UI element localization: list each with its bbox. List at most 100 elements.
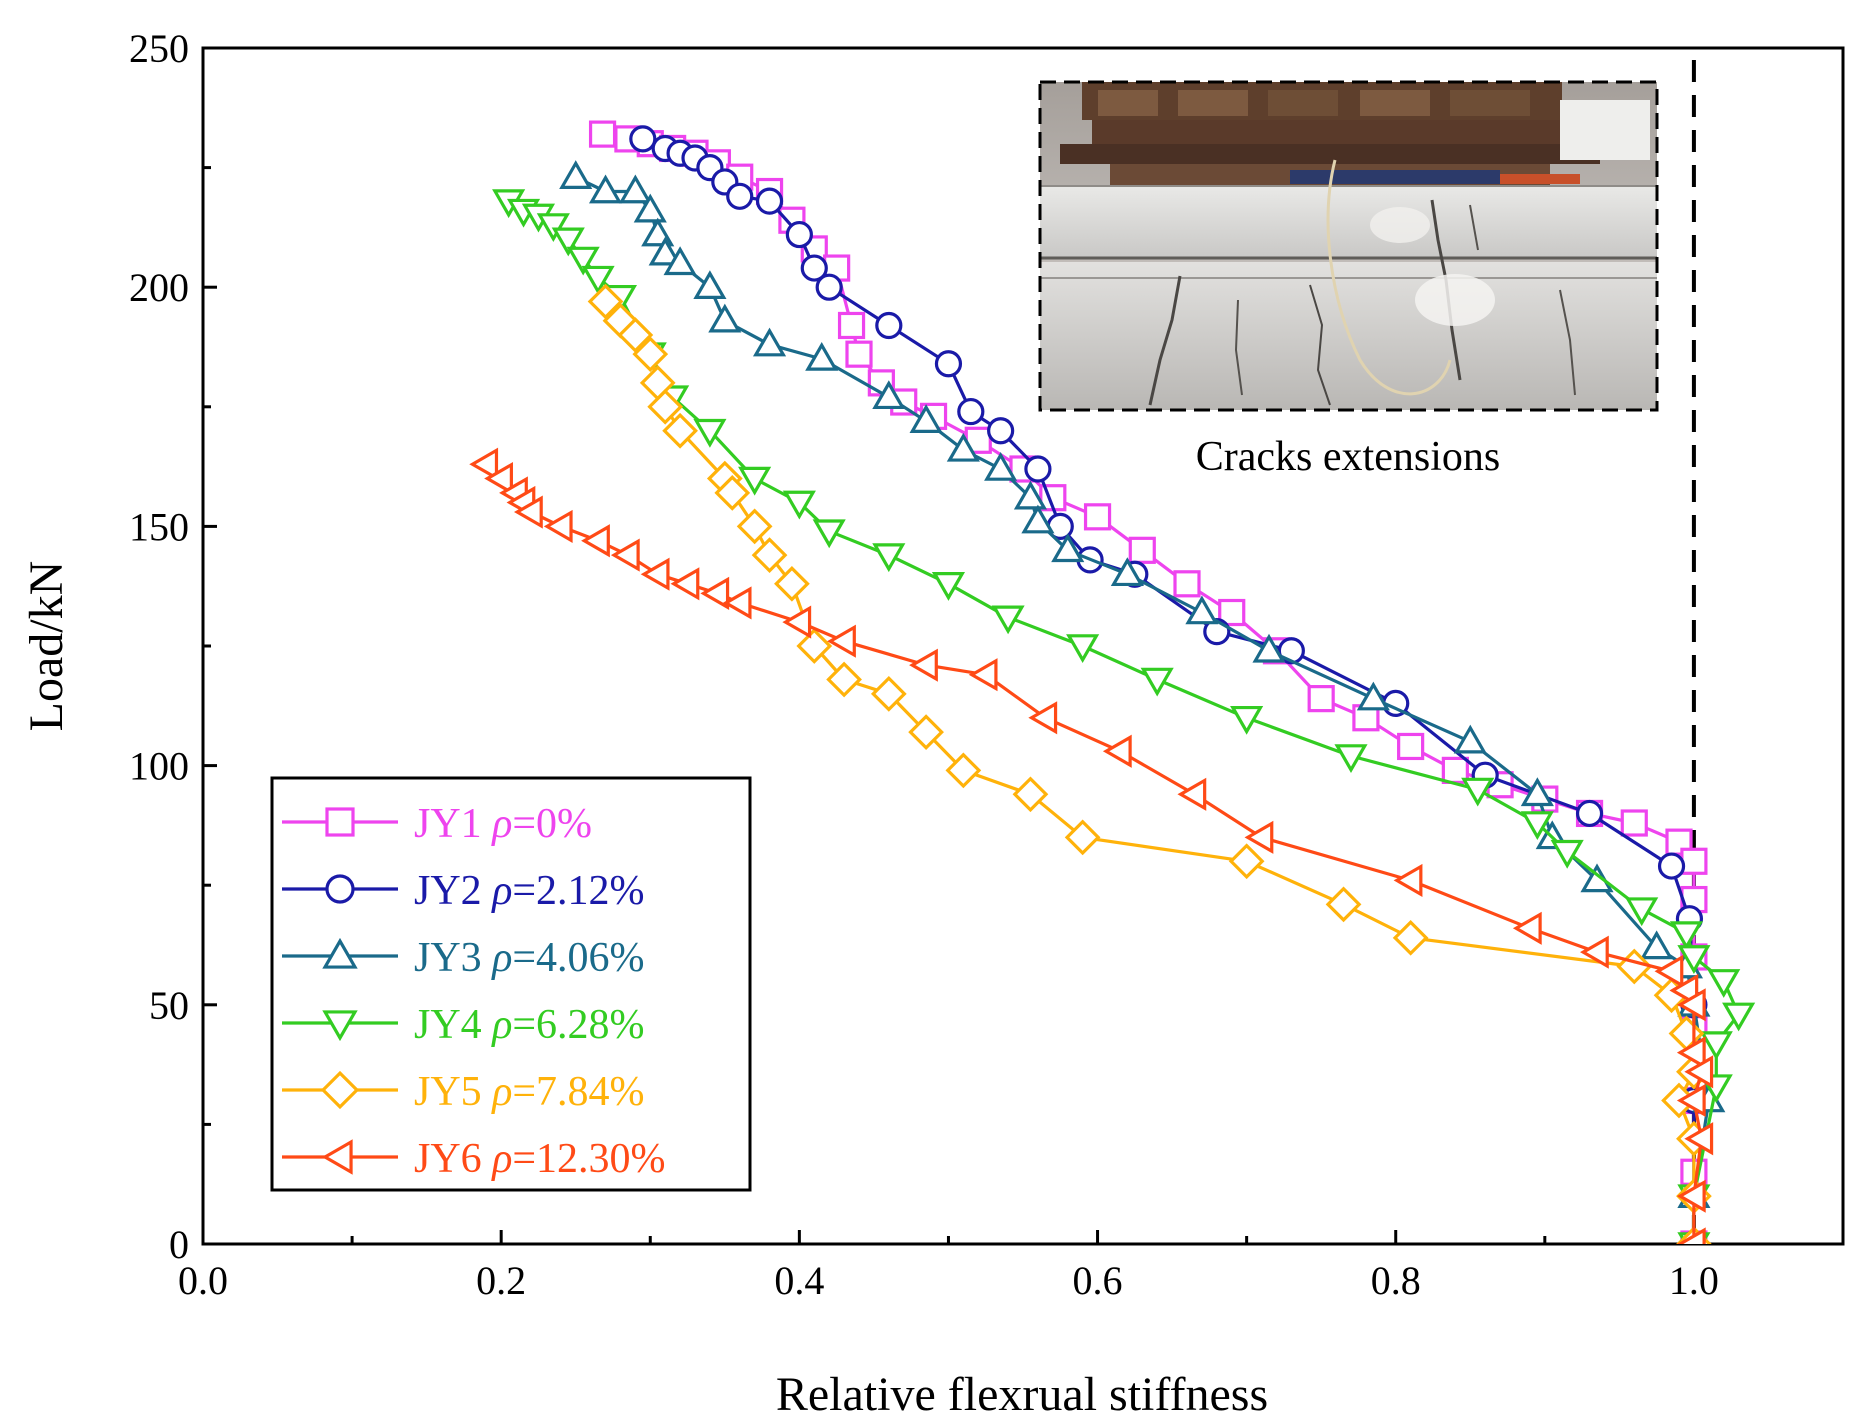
data-point: [708, 303, 742, 333]
data-point: [1461, 777, 1495, 807]
data-point: [1021, 504, 1055, 534]
data-point: [629, 125, 657, 153]
data-point: [484, 461, 513, 496]
axis-ticks: 0.0 0.2 0.4 0.6 0.8 1.0 0 50 100 150 200 250: [129, 26, 1719, 1303]
data-point: [837, 311, 866, 340]
data-point: [1066, 634, 1100, 664]
data-point: [559, 160, 593, 189]
data-point: [1550, 839, 1584, 869]
data-point: [566, 246, 600, 276]
y-tick-label: 150: [129, 504, 189, 549]
data-point: [845, 340, 873, 368]
legend-marker: [320, 1070, 360, 1110]
legend-series-name: JY6: [414, 1136, 492, 1182]
legend-rho-symbol: ρ: [490, 801, 512, 847]
data-point: [1453, 724, 1487, 754]
data-point: [714, 475, 751, 511]
data-point: [1140, 667, 1174, 697]
data-point: [610, 538, 640, 572]
legend-rho-symbol: ρ: [490, 868, 512, 914]
data-point: [908, 714, 944, 750]
data-point: [736, 508, 773, 545]
data-point: [1356, 681, 1390, 711]
legend-rho-value: =2.12%: [512, 868, 644, 914]
data-point: [1307, 685, 1335, 713]
data-point: [693, 418, 727, 448]
data-point: [588, 120, 617, 148]
data-point: [617, 317, 654, 353]
legend-marker: [325, 807, 355, 837]
legend-marker: [321, 1139, 353, 1175]
y-tick-label: 200: [129, 265, 189, 310]
data-point: [991, 605, 1025, 635]
data-point: [751, 537, 788, 573]
legend-item-JY4: JY4 ρ=6.28%: [282, 1002, 645, 1048]
series-layer: [469, 120, 1756, 1244]
legend-item-JY1: JY1 ρ=0%: [282, 801, 592, 847]
data-point: [536, 213, 570, 243]
data-point: [984, 451, 1018, 481]
x-tick-label: 0.8: [1371, 1258, 1421, 1303]
data-point: [588, 174, 623, 204]
data-point: [738, 466, 772, 496]
series-JY6: [469, 447, 1714, 1244]
legend-label: JY3 ρ=4.06%: [414, 935, 645, 981]
data-point: [987, 417, 1015, 445]
data-point: [1676, 1179, 1706, 1213]
data-point: [1177, 777, 1207, 811]
data-point: [812, 519, 846, 549]
data-point: [946, 432, 980, 462]
data-point: [700, 576, 730, 610]
legend-marker: [322, 937, 358, 969]
data-point: [800, 254, 828, 282]
legend-rho-symbol: ρ: [490, 1002, 512, 1048]
data-point: [1579, 935, 1609, 969]
data-point: [805, 341, 839, 371]
data-point: [875, 311, 903, 340]
legend-series-name: JY3: [414, 935, 492, 981]
data-point: [752, 327, 787, 357]
legend-label: JY1 ρ=0%: [414, 801, 592, 847]
legend-label: JY5 ρ=7.84%: [414, 1069, 645, 1115]
y-axis-title: Load/kN: [20, 561, 73, 732]
y-tick-label: 50: [149, 983, 189, 1028]
data-point: [782, 605, 812, 639]
data-point: [1024, 455, 1052, 483]
legend-item-JY3: JY3 ρ=4.06%: [282, 935, 645, 981]
series-JY2: [629, 125, 1708, 1244]
legend-item-JY6: JY6 ρ=12.30%: [282, 1136, 666, 1182]
data-point: [1680, 847, 1708, 875]
data-point: [931, 572, 966, 601]
data-point: [726, 182, 754, 210]
data-point: [1665, 828, 1693, 856]
series-JY5: [587, 283, 1712, 1244]
legend-rho-symbol: ρ: [490, 1136, 512, 1182]
legend-marker: [322, 1010, 358, 1042]
data-point: [1677, 945, 1711, 974]
data-point: [1013, 480, 1048, 510]
data-point: [1244, 820, 1274, 854]
legend-rho-value: =12.30%: [512, 1136, 665, 1182]
inset-photo: [1038, 80, 1659, 412]
data-point: [1392, 919, 1429, 956]
legend-label: JY2 ρ=2.12%: [414, 868, 645, 914]
data-point: [1028, 701, 1058, 735]
legend-rho-symbol: ρ: [490, 935, 512, 981]
legend-series-name: JY4: [414, 1002, 492, 1048]
data-point: [934, 350, 963, 378]
data-point: [640, 557, 670, 591]
data-point: [632, 336, 669, 373]
data-point: [815, 273, 843, 301]
data-point: [1334, 744, 1368, 774]
data-point: [826, 661, 862, 698]
legend-rho-value: =6.28%: [512, 1002, 644, 1048]
legend-rho-value: =4.06%: [512, 935, 644, 981]
data-point: [796, 628, 833, 664]
data-point: [648, 236, 682, 266]
data-point: [968, 658, 998, 692]
legend-marker: [325, 874, 355, 904]
data-point: [1512, 911, 1542, 945]
data-point: [662, 412, 698, 449]
inset-caption: Cracks extensions: [1196, 434, 1500, 480]
